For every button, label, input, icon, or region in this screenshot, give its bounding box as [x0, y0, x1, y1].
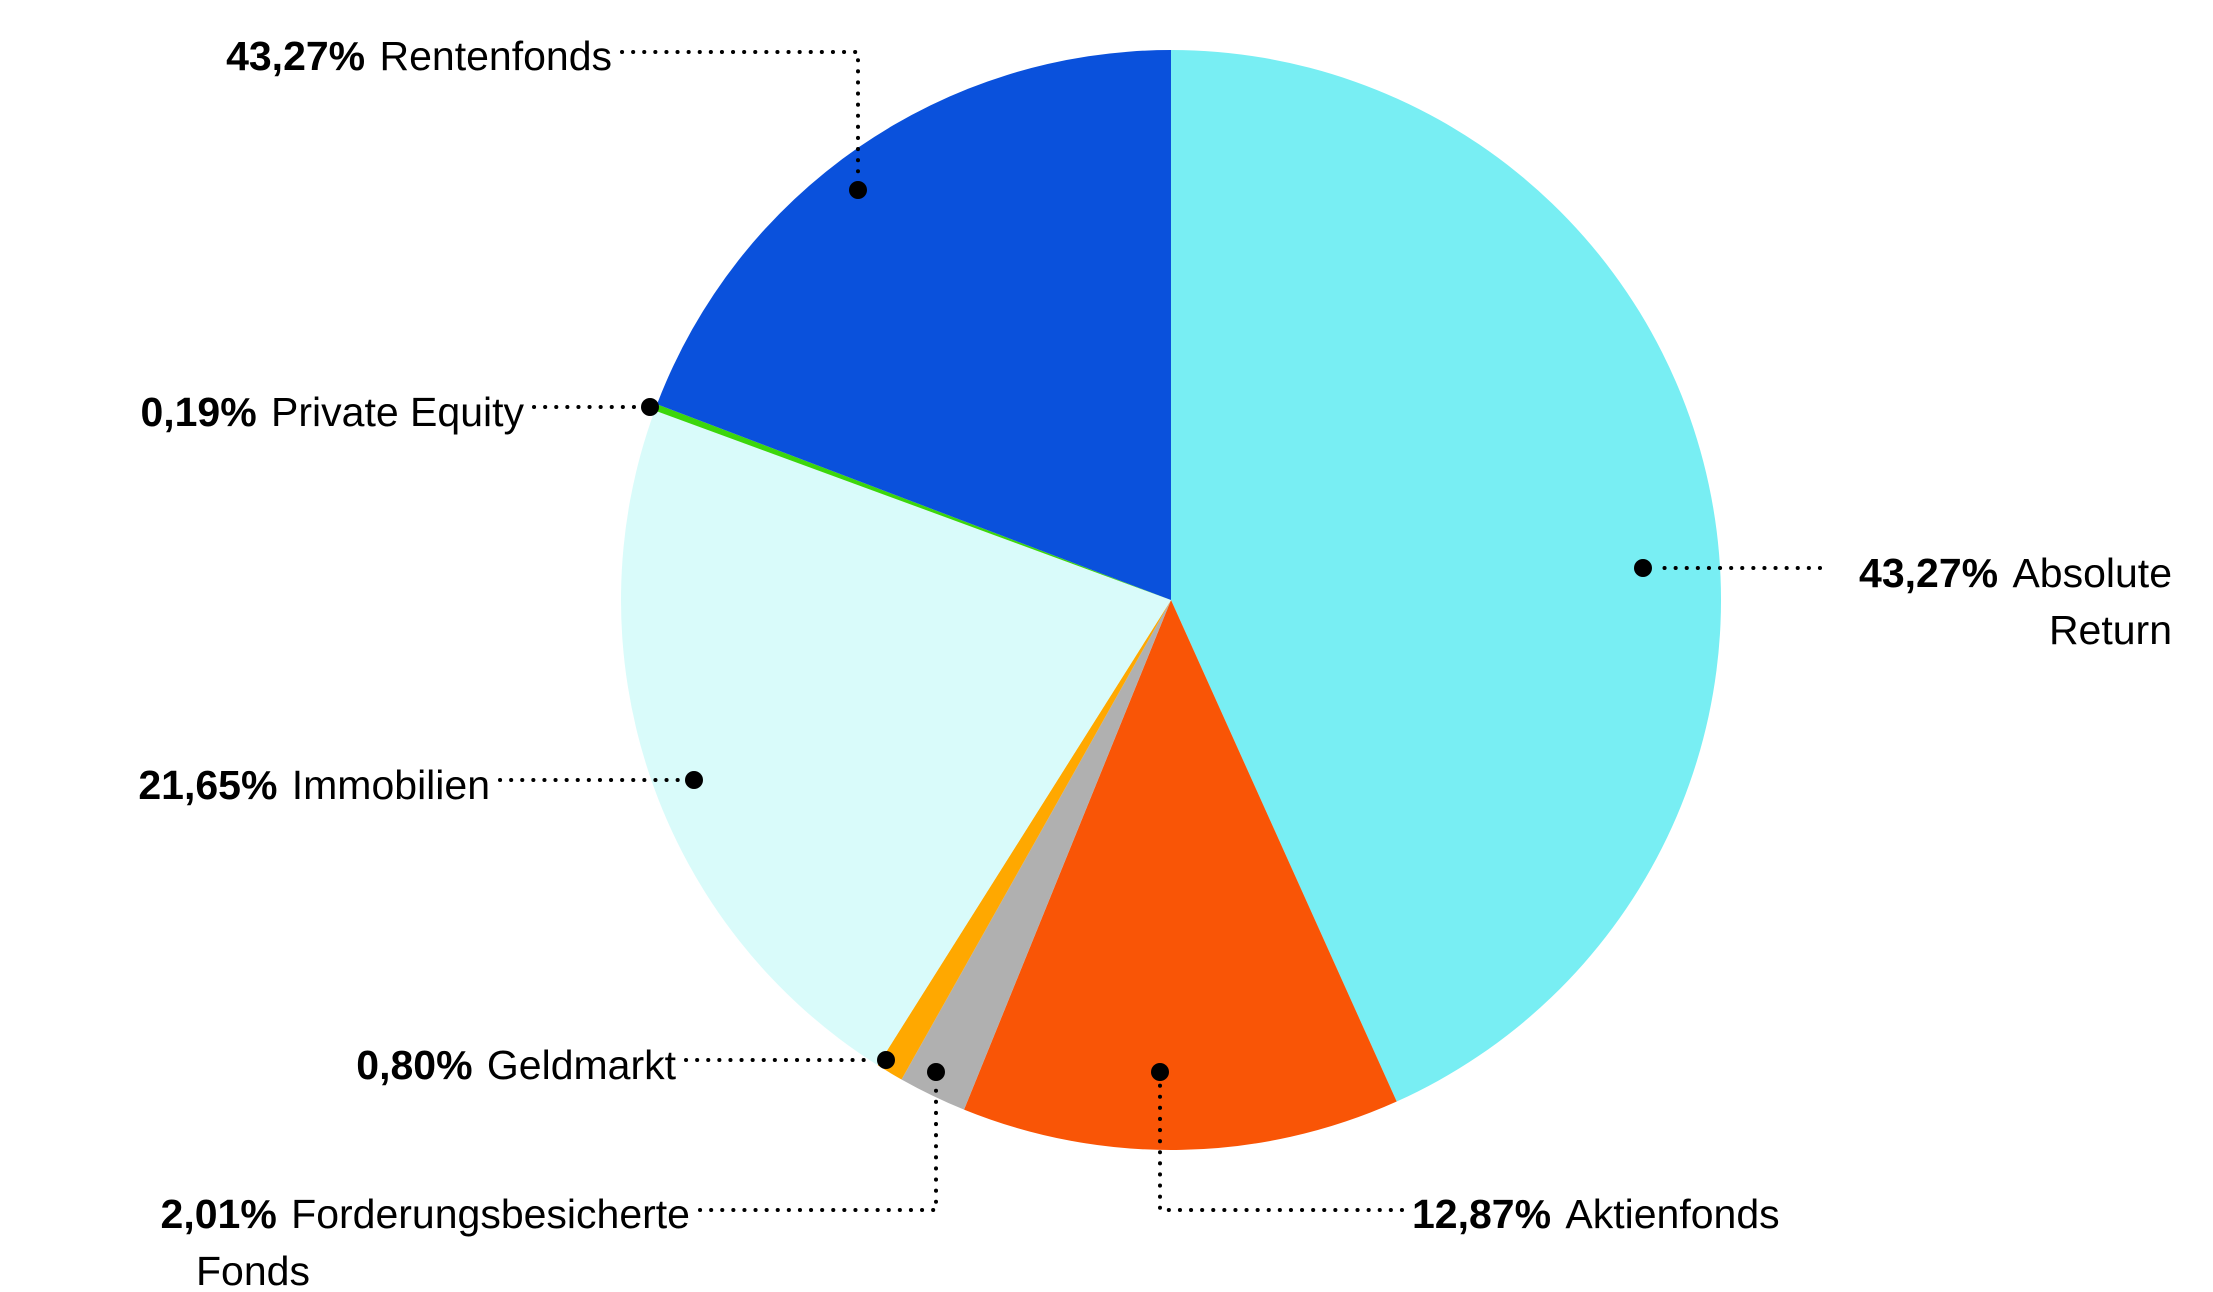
callout-name: Private Equity	[271, 389, 524, 435]
callout-dot-rentenfonds	[849, 181, 867, 199]
pie-slice-immobilien	[621, 410, 1171, 1066]
pie-slices-group	[621, 50, 1722, 1151]
callout-immobilien: 21,65% Immobilien	[60, 757, 490, 814]
callout-dot-immobilien	[685, 771, 703, 789]
callout-dots-group	[641, 181, 1652, 1081]
callout-name: Forderungsbesicherte	[291, 1191, 690, 1237]
pie-slice-rentenfonds	[657, 50, 1171, 600]
callout-pct: 0,19%	[140, 389, 257, 435]
callout-dot-geldmarkt	[877, 1051, 895, 1069]
callout-geldmarkt: 0,80% Geldmarkt	[240, 1037, 676, 1094]
callout-name: Absolute	[2012, 550, 2172, 596]
leader-lines-group	[498, 50, 1822, 1212]
callout-private-equity: 0,19% Private Equity	[60, 384, 524, 441]
callout-name: Fonds	[196, 1248, 310, 1292]
callout-name: Geldmarkt	[486, 1042, 676, 1088]
callout-dot-aktienfonds	[1151, 1063, 1169, 1081]
pie-slice-absolute-return	[1171, 50, 1722, 1102]
callout-forderungsbesicherte-fonds-line2: Fonds	[196, 1243, 496, 1292]
callout-absolute-return: 43,27% Absolute Return	[1830, 545, 2172, 658]
leader-line-rentenfonds	[620, 50, 860, 182]
pie-slice-aktienfonds	[964, 600, 1397, 1151]
callout-pct: 43,27%	[226, 33, 366, 79]
pie-slice-private-equity	[654, 404, 1171, 600]
leader-line-forderung	[698, 1082, 938, 1212]
callout-name: Aktienfonds	[1565, 1191, 1780, 1237]
callout-forderungsbesicherte-fonds: 2,01% Forderungsbesicherte	[30, 1186, 690, 1243]
callout-name-line2: Return	[2048, 606, 2172, 653]
callout-pct: 43,27%	[1859, 550, 1999, 596]
callout-pct: 0,80%	[356, 1042, 473, 1088]
callout-dot-private-equity	[641, 398, 659, 416]
callout-pct: 21,65%	[138, 762, 278, 808]
pie-slice-geldmarkt	[877, 600, 1171, 1080]
callout-name: Rentenfonds	[379, 33, 612, 79]
callout-pct: 2,01%	[160, 1191, 277, 1237]
callout-dot-forderung	[927, 1063, 945, 1081]
callout-rentenfonds: 43,27% Rentenfonds	[80, 28, 612, 85]
callout-aktienfonds: 12,87% Aktienfonds	[1412, 1186, 2052, 1243]
callout-name: Immobilien	[291, 762, 490, 808]
callout-pct: 12,87%	[1412, 1191, 1552, 1237]
pie-slice-forderungsbesicherte-fonds	[901, 600, 1171, 1110]
callout-dot-absolute-return	[1634, 559, 1652, 577]
